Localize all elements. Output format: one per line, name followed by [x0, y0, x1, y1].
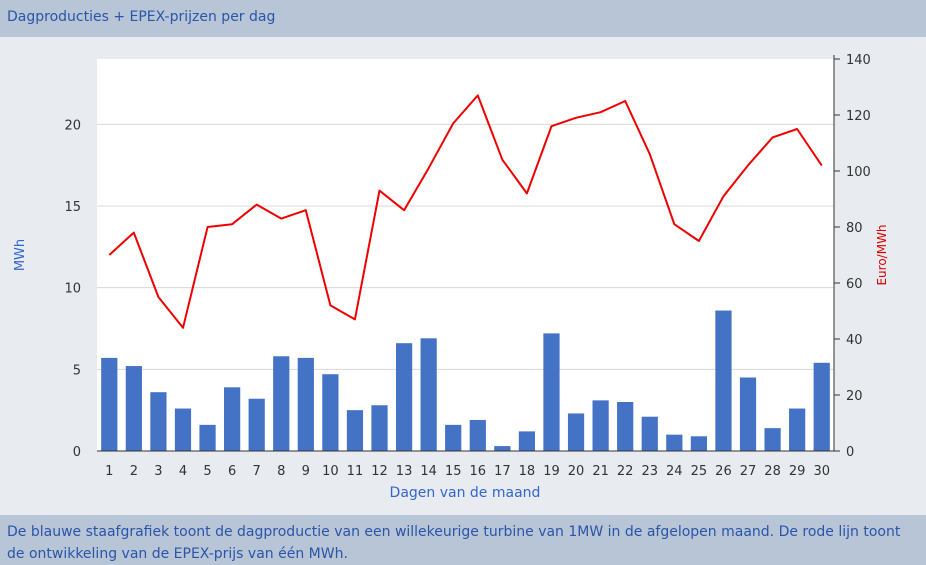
production-bar	[813, 362, 830, 451]
x-tick-label: 26	[715, 464, 732, 479]
x-tick-label: 17	[494, 464, 511, 479]
production-bar	[248, 398, 265, 451]
x-axis-label: Dagen van de maand	[390, 485, 541, 501]
production-bar	[617, 402, 634, 451]
production-bar	[150, 392, 167, 451]
x-tick-label: 22	[617, 464, 634, 479]
right-y-tick-label: 100	[846, 165, 871, 180]
production-bar	[518, 431, 536, 451]
left-y-tick-label: 15	[64, 200, 81, 215]
right-y-tick-label: 60	[846, 277, 863, 292]
right-y-tick-label: 20	[846, 389, 863, 404]
production-bar	[715, 310, 732, 451]
production-bars	[101, 310, 830, 451]
production-bar	[420, 338, 437, 451]
x-tick-label: 11	[347, 464, 364, 479]
production-bar	[199, 424, 216, 451]
price-line	[108, 94, 823, 329]
x-tick-label: 8	[277, 464, 285, 479]
x-tick-label: 10	[322, 464, 339, 479]
right-y-axis-label: Euro/MWh	[875, 224, 889, 285]
production-bar	[371, 405, 388, 451]
production-bar	[395, 343, 413, 451]
right-y-tick-label: 120	[846, 109, 871, 124]
x-tick-label: 19	[543, 464, 560, 479]
x-tick-label: 27	[740, 464, 757, 479]
production-bar	[297, 357, 314, 451]
x-tick-label: 29	[789, 464, 806, 479]
x-tick-label: 9	[302, 464, 310, 479]
chart-title: Dagproducties + EPEX-prijzen per dag	[7, 9, 276, 25]
x-tick-label: 2	[130, 464, 138, 479]
right-y-tick-label: 140	[846, 53, 871, 68]
left-y-tick-label: 20	[64, 118, 81, 133]
production-bar	[666, 434, 683, 451]
x-tick-label: 3	[154, 464, 162, 479]
production-bar	[739, 377, 757, 451]
right-y-tick-label: 0	[846, 445, 854, 460]
x-tick-label: 20	[568, 464, 585, 479]
production-bar	[469, 419, 486, 451]
production-bar	[567, 413, 585, 451]
x-tick-label: 13	[396, 464, 413, 479]
production-bar	[690, 436, 707, 451]
x-tick-label: 12	[371, 464, 388, 479]
chart-footer: De blauwe staafgrafiek toont de dagprodu…	[0, 515, 926, 565]
x-tick-label: 30	[813, 464, 830, 479]
x-tick-label: 6	[228, 464, 236, 479]
left-y-tick-label: 0	[73, 445, 81, 460]
production-bar	[174, 408, 192, 451]
x-tick-label: 5	[203, 464, 211, 479]
production-bar	[592, 400, 609, 451]
x-tick-label: 16	[470, 464, 487, 479]
x-tick-label: 24	[666, 464, 683, 479]
production-bar	[641, 416, 658, 451]
x-tick-label: 18	[519, 464, 536, 479]
right-y-tick-label: 80	[846, 221, 863, 236]
x-tick-label: 25	[691, 464, 708, 479]
x-tick-label: 21	[592, 464, 609, 479]
x-tick-label: 4	[179, 464, 187, 479]
x-tick-label: 23	[641, 464, 658, 479]
x-axis: 1 2 3 4 5 6 7 8 9 10 11 12 13 14 15 16 17 18 19 20 21 22 23 24 2…	[97, 450, 834, 479]
production-bar	[101, 357, 118, 451]
left-y-tick-label: 10	[64, 282, 81, 297]
price-line-group	[108, 94, 823, 329]
production-bar	[273, 356, 290, 451]
x-tick-label: 1	[105, 464, 113, 479]
production-bar	[494, 446, 511, 451]
left-y-tick-label: 5	[73, 363, 81, 378]
production-bar	[224, 387, 241, 451]
left-y-axis-label: MWh	[13, 239, 28, 271]
production-bar	[789, 408, 806, 451]
production-bar	[346, 410, 364, 451]
chart-header: Dagproducties + EPEX-prijzen per dag	[0, 0, 926, 37]
x-tick-label: 7	[253, 464, 261, 479]
chart-panel: 0 5 10 15 20 0 20 40 60 80 100 120 140 1 2 3 4 5 6 7 8 9 10 1…	[0, 37, 926, 515]
x-tick-label: 15	[445, 464, 462, 479]
right-y-tick-label: 40	[846, 333, 863, 348]
x-tick-label: 14	[420, 464, 437, 479]
production-bar	[125, 366, 142, 451]
production-bar	[764, 428, 781, 451]
production-bar	[445, 424, 462, 451]
left-y-axis: 0 5 10 15 20	[64, 118, 81, 460]
x-tick-label: 28	[764, 464, 781, 479]
production-bar	[322, 374, 339, 451]
right-y-axis: 0 20 40 60 80 100 120 140	[833, 53, 871, 460]
production-bar	[543, 333, 560, 451]
chart-description: De blauwe staafgrafiek toont de dagprodu…	[7, 524, 901, 562]
